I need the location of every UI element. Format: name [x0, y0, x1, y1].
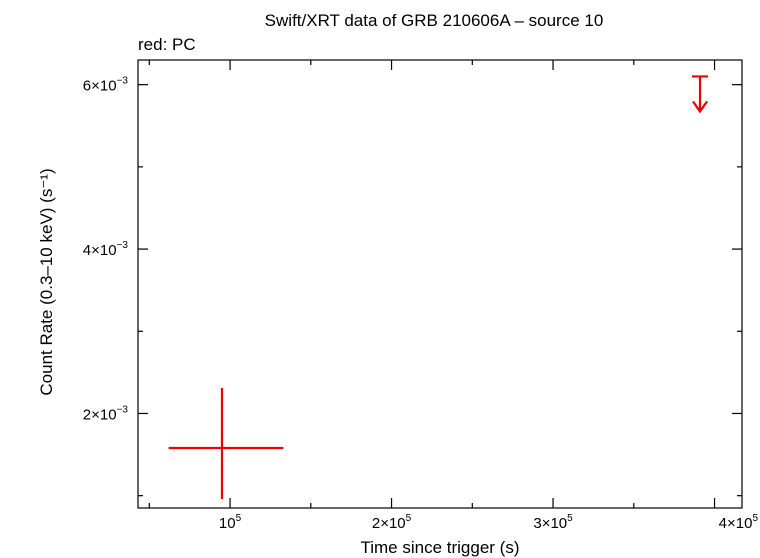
- x-axis-label: Time since trigger (s): [360, 538, 519, 557]
- chart-title: Swift/XRT data of GRB 210606A – source 1…: [265, 11, 604, 30]
- x-axis-tick-labels: 105 2×105 3×105 4×105: [219, 513, 759, 532]
- x-tick-label: 4×105: [719, 513, 759, 532]
- y-tick-label: 4×10−3: [83, 240, 129, 259]
- x-tick-label: 105: [219, 513, 242, 532]
- y-tick-label: 6×10−3: [83, 76, 129, 95]
- data-points: [168, 75, 709, 499]
- x-tick-label: 3×105: [533, 513, 573, 532]
- upper-limit-arrow-head: [692, 100, 708, 114]
- plot-frame: [137, 59, 743, 509]
- chart-subtitle: red: PC: [138, 35, 196, 54]
- y-tick-label: 2×10−3: [83, 404, 129, 423]
- x-axis-ticks: [148, 60, 716, 508]
- y-axis-label: Count Rate (0.3–10 keV) (s⁻¹): [37, 168, 56, 395]
- x-tick-label: 2×105: [372, 513, 412, 532]
- y-axis-ticks: [138, 84, 742, 497]
- y-axis-tick-labels: 2×10−3 4×10−3 6×10−3: [83, 76, 129, 424]
